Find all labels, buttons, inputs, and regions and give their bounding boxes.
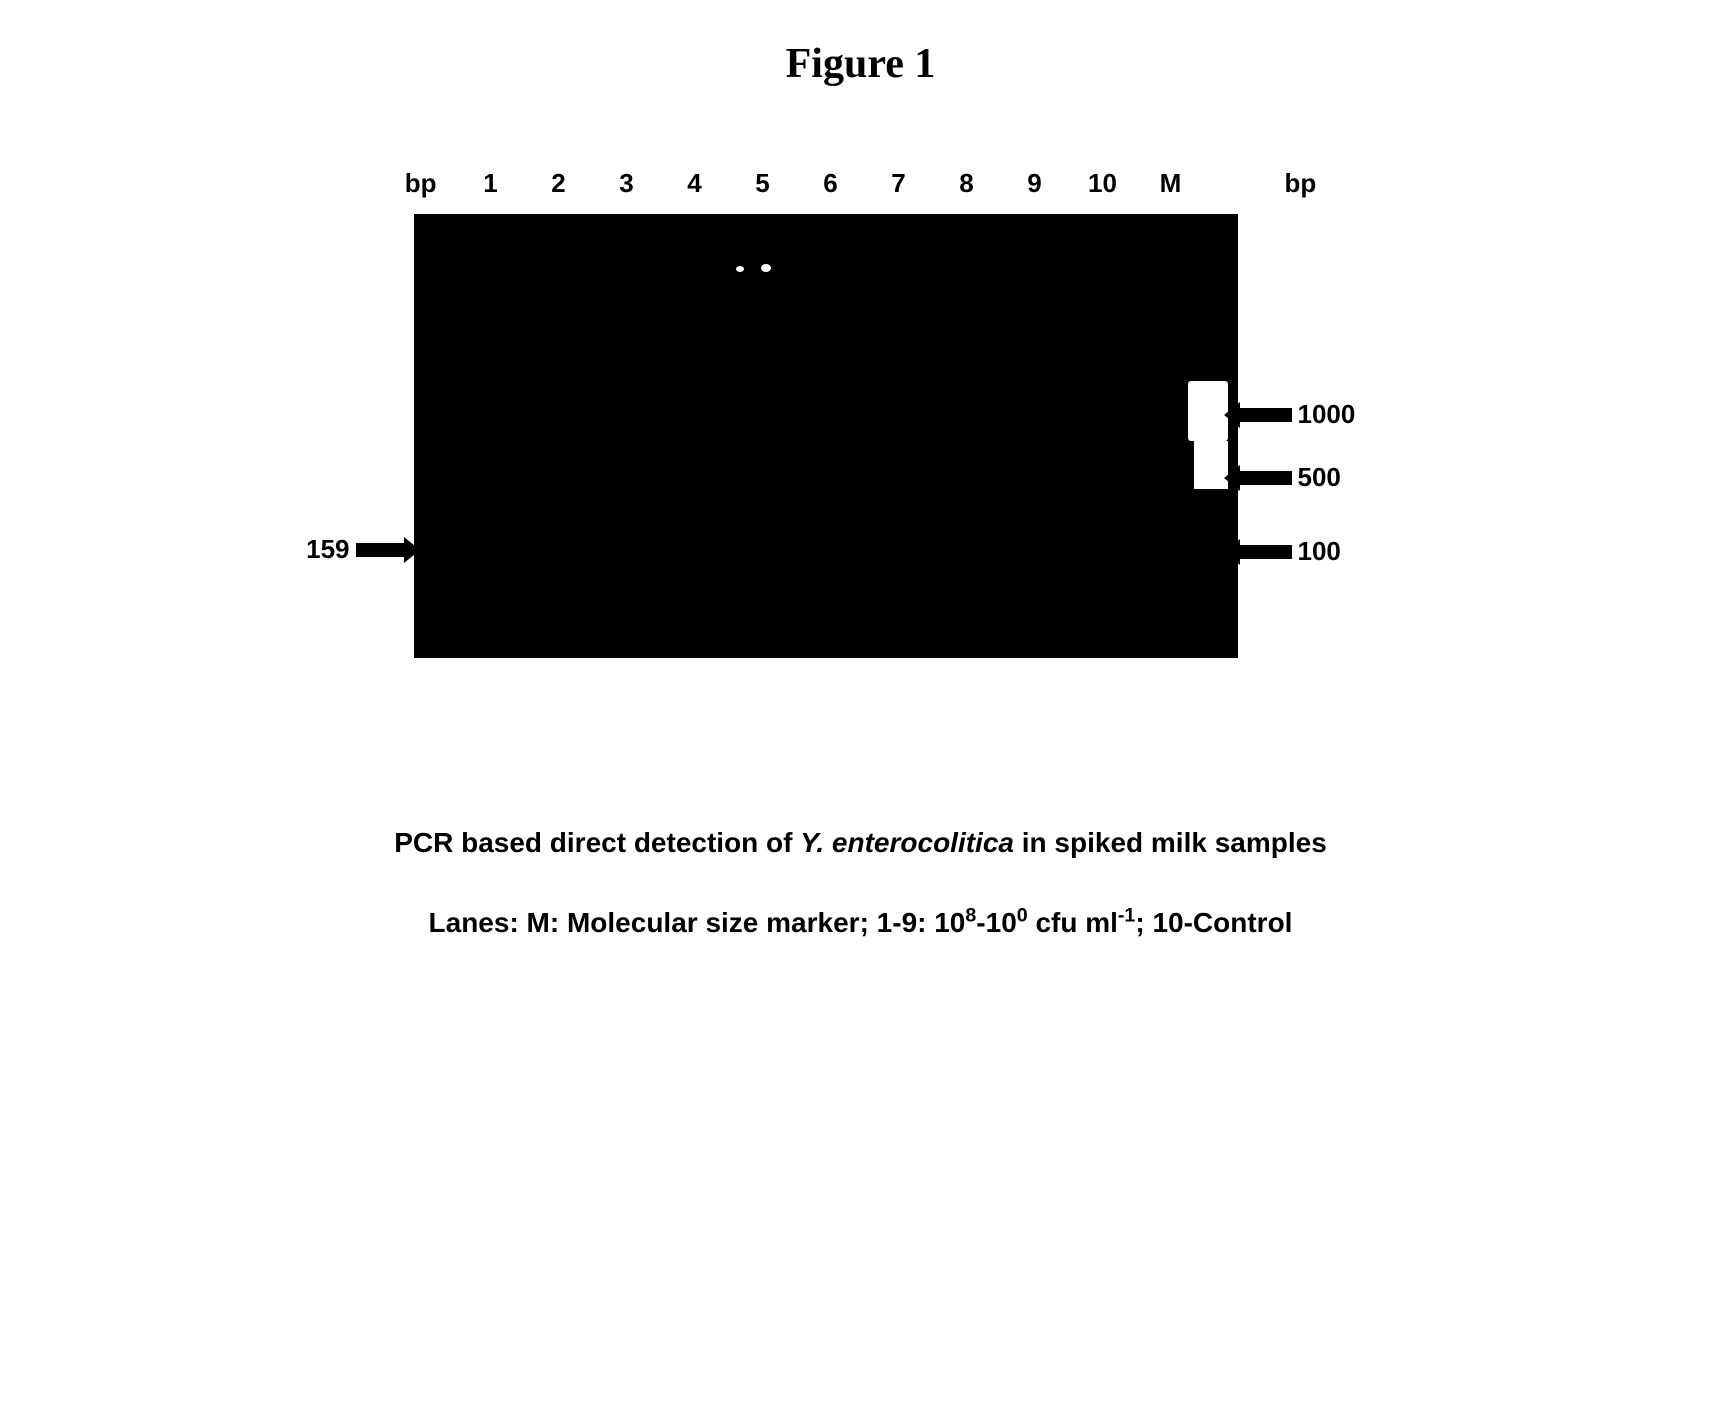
figure-title: Figure 1 (786, 40, 936, 88)
marker-value: 1000 (1298, 399, 1356, 430)
superscript: 0 (1017, 905, 1028, 927)
left-marker-column: 159 (304, 214, 414, 654)
caption-text: -10 (976, 907, 1016, 938)
superscript: 8 (965, 905, 976, 927)
marker-value: 500 (1298, 462, 1341, 493)
ladder-band (1194, 441, 1228, 489)
left-marker-159: 159 (306, 534, 405, 565)
lane-label: M (1137, 168, 1205, 199)
lane-label: 5 (729, 168, 797, 199)
species-name: Y. enterocolitica (800, 827, 1014, 858)
lane-label-row: bp 1 2 3 4 5 6 7 8 9 10 M bp (304, 168, 1418, 199)
lane-label: 2 (525, 168, 593, 199)
arrow-right-icon (356, 543, 406, 557)
caption-line-2: Lanes: M: Molecular size marker; 1-9: 10… (394, 898, 1327, 948)
gel-figure-container: bp 1 2 3 4 5 6 7 8 9 10 M bp 159 (304, 168, 1418, 658)
lane-label: 1 (457, 168, 525, 199)
bp-label-right: bp (1285, 168, 1317, 199)
arrow-left-icon (1238, 545, 1292, 559)
lane-label: 10 (1069, 168, 1137, 199)
gel-row: 159 1000 500 100 (304, 214, 1418, 658)
right-marker-500: 500 (1238, 462, 1341, 493)
right-marker-1000: 1000 (1238, 399, 1356, 430)
gel-image (414, 214, 1238, 658)
caption-text: PCR based direct detection of (394, 827, 800, 858)
lane-label: 6 (797, 168, 865, 199)
lane-label: 8 (933, 168, 1001, 199)
marker-value: 100 (1298, 536, 1341, 567)
marker-value: 159 (306, 534, 349, 565)
caption-line-1: PCR based direct detection of Y. enteroc… (394, 818, 1327, 868)
caption-text: Lanes: M: Molecular size marker; 1-9: 10 (429, 907, 966, 938)
gel-speck (736, 266, 744, 272)
right-marker-100: 100 (1238, 536, 1341, 567)
figure-caption: PCR based direct detection of Y. enteroc… (394, 818, 1327, 949)
caption-text: ; 10-Control (1135, 907, 1292, 938)
ladder-band (1188, 381, 1228, 441)
caption-text: cfu ml (1028, 907, 1118, 938)
lane-label: 9 (1001, 168, 1069, 199)
bp-label-left: bp (405, 168, 437, 199)
right-marker-column: 1000 500 100 (1238, 214, 1418, 654)
caption-text: in spiked milk samples (1014, 827, 1327, 858)
lane-label: 7 (865, 168, 933, 199)
arrow-left-icon (1238, 471, 1292, 485)
lane-label: 4 (661, 168, 729, 199)
superscript: -1 (1118, 905, 1135, 927)
arrow-left-icon (1238, 408, 1292, 422)
lane-numbers: 1 2 3 4 5 6 7 8 9 10 M (457, 168, 1205, 199)
gel-speck (761, 264, 771, 272)
lane-label: 3 (593, 168, 661, 199)
